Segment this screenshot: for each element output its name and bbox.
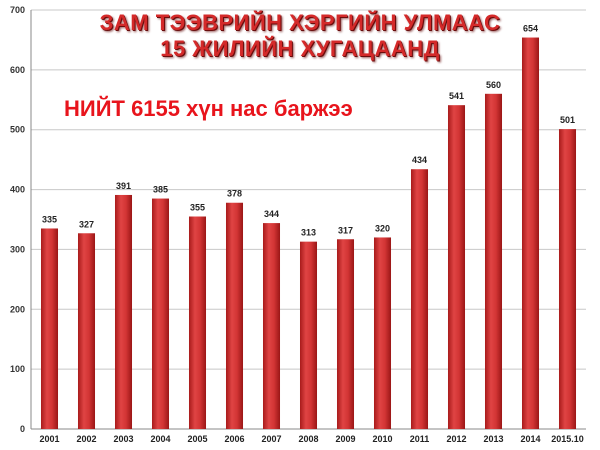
x-tick-label: 2006 [224,434,244,444]
data-label: 313 [301,228,316,238]
data-label: 560 [486,80,501,90]
data-label: 385 [153,185,168,195]
total-deaths-annotation: НИЙТ 6155 хүн нас баржээ [64,96,353,121]
data-label: 434 [412,155,427,165]
bar [299,241,318,429]
bar [447,105,466,430]
y-tick-label: 700 [10,5,25,15]
x-tick-label: 2009 [335,434,355,444]
bar [484,93,503,430]
data-label: 541 [449,91,464,101]
x-tick-label: 2007 [261,434,281,444]
data-label: 391 [116,181,131,191]
x-tick-label: 2008 [298,434,318,444]
data-label: 344 [264,209,279,219]
bar [558,129,577,429]
bar [521,37,540,429]
data-label: 355 [190,203,205,213]
y-tick-label: 0 [20,424,25,434]
bar [373,237,392,429]
bar [188,216,207,429]
x-tick-label: 2013 [483,434,503,444]
x-tick-label: 2010 [372,434,392,444]
x-tick-label: 2012 [446,434,466,444]
bar [336,239,355,429]
y-tick-label: 200 [10,304,25,314]
y-tick-label: 300 [10,244,25,254]
x-tick-label: 2011 [410,434,430,444]
data-label: 335 [42,214,57,224]
bar [151,198,170,429]
labels: 335 2001 327 2002 391 2003 385 2004 355 2005 378 20… [39,24,583,444]
chart-title-line-1: ЗАМ ТЭЭВРИЙН ХЭРГИЙН УЛМААС [99,10,501,35]
x-tick-label: 2002 [76,434,96,444]
bar [262,223,281,429]
y-tick-label: 600 [10,65,25,75]
y-tick-label: 100 [10,364,25,374]
bar [114,194,133,429]
y-tick-label: 400 [10,185,25,195]
x-tick-label: 2003 [113,434,133,444]
bar [77,233,96,429]
data-label: 654 [523,24,538,34]
x-tick-label: 2014 [520,434,540,444]
data-label: 501 [560,115,575,125]
x-tick-label: 2005 [187,434,207,444]
data-label: 378 [227,189,242,199]
data-label: 320 [375,223,390,233]
bar [410,169,429,429]
chart-title-line-2: 15 ЖИЛИЙН ХУГАЦААНД [160,36,440,61]
bars [40,37,577,430]
x-tick-label: 2015.10 [551,434,584,444]
x-tick-label: 2004 [150,434,170,444]
bar [225,202,244,429]
data-label: 327 [79,219,94,229]
data-label: 317 [338,225,353,235]
y-tick-label: 500 [10,125,25,135]
bar [40,228,59,429]
x-tick-label: 2001 [39,434,59,444]
